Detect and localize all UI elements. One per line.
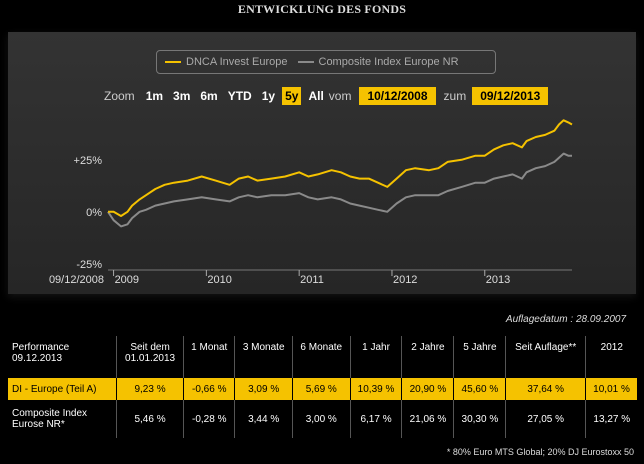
zoom-button-3m[interactable]: 3m (173, 89, 191, 103)
table-header-cell: 2012 (600, 342, 623, 353)
table-header-cell: 2 Jahre (401, 336, 455, 378)
table-cell: 6,17 % (350, 400, 403, 438)
from-date-input[interactable]: 10/12/2008 (359, 87, 436, 105)
zoom-button-6m[interactable]: 6m (200, 89, 218, 103)
table-cell: 13,27 % (593, 413, 631, 425)
table-cell: 21,06 % (401, 400, 455, 438)
x-tick-label: 2009 (115, 274, 139, 286)
footnote: * 80% Euro MTS Global; 20% DJ Eurostoxx … (446, 447, 634, 457)
table-header-cell: 3 Monate (234, 336, 293, 378)
performance-table: Performance 09.12.2013 Seit dem 01.01.20… (8, 336, 638, 438)
x-tick-label: 2012 (393, 274, 417, 286)
table-cell: -0,66 % (183, 378, 236, 400)
range-selector: Zoom 1m 3m 6m YTD 1y 5y All vom 10/12/20… (104, 85, 556, 107)
table-cell: 3,44 % (234, 400, 293, 438)
page-title: ENTWICKLUNG DES FONDS (237, 2, 407, 16)
to-date-label: zum (443, 89, 467, 103)
zoom-button-all[interactable]: All (308, 89, 324, 103)
y-tick-label: 0% (86, 207, 102, 219)
series-line-fund (108, 119, 573, 217)
x-tick-label: 2010 (207, 274, 231, 286)
table-cell: 30,30 % (453, 400, 507, 438)
table-cell: 3,09 % (234, 378, 293, 400)
table-cell: 9,23 % (116, 378, 185, 400)
zoom-button-5y[interactable]: 5y (282, 87, 302, 105)
launch-date-note: Auflagedatum : 28.09.2007 (505, 314, 626, 325)
table-header-cell: Seit dem 01.01.2013 (116, 336, 185, 378)
table-header-row: Performance 09.12.2013 Seit dem 01.01.20… (8, 336, 638, 378)
table-cell: 10,39 % (350, 378, 403, 400)
legend-item-fund[interactable]: DNCA Invest Europe (165, 56, 288, 68)
table-cell: 5,46 % (116, 400, 185, 438)
table-header-cell: 1 Monat (183, 336, 236, 378)
table-cell: 27,05 % (505, 400, 587, 438)
chart-panel (8, 32, 636, 294)
table-cell: 20,90 % (401, 378, 455, 400)
zoom-button-ytd[interactable]: YTD (227, 89, 252, 103)
table-header-cell: Seit Auflage** (505, 336, 587, 378)
x-tick-label: 2013 (486, 274, 510, 286)
table-header-label: Performance 09.12.2013 (8, 336, 117, 378)
to-date-input[interactable]: 09/12/2013 (472, 87, 549, 105)
table-cell: 37,64 % (505, 378, 587, 400)
table-cell: -0,28 % (183, 400, 236, 438)
table-cell: 3,00 % (292, 400, 351, 438)
table-row-index: Composite Index Eurose NR* 5,46 % -0,28 … (8, 400, 638, 438)
legend-swatch-index (297, 61, 314, 63)
y-tick-label: +25% (74, 155, 103, 167)
legend-swatch-fund (165, 61, 181, 63)
chart-legend: DNCA Invest Europe Composite Index Europ… (156, 50, 496, 74)
x-tick-label: 2011 (300, 274, 324, 286)
series-line-index (107, 152, 572, 228)
y-tick-label: -25% (76, 259, 102, 271)
legend-label-fund: DNCA Invest Europe (186, 56, 288, 68)
table-cell: 5,69 % (292, 378, 351, 400)
legend-item-index[interactable]: Composite Index Europe NR (297, 56, 459, 68)
zoom-button-1m[interactable]: 1m (145, 89, 164, 103)
table-cell: 45,60 % (453, 378, 507, 400)
table-header-cell: 6 Monate (292, 336, 351, 378)
table-row-label: Composite Index Eurose NR* (8, 400, 117, 438)
x-start-date-label: 09/12/2008 (49, 274, 104, 286)
table-row-label: DI - Europe (Teil A) (8, 378, 117, 400)
from-date-label: vom (328, 89, 352, 103)
legend-label-index: Composite Index Europe NR (318, 56, 459, 68)
table-header-cell: 5 Jahre (453, 336, 507, 378)
zoom-button-1y[interactable]: 1y (261, 89, 276, 103)
zoom-label: Zoom (104, 89, 135, 103)
table-cell: 10,01 % (585, 378, 638, 400)
line-chart: -25% 0% +25% 2009 2010 2011 2012 2013 09/12/2008 (49, 119, 573, 286)
table-header-cell: 1 Jahr (350, 336, 403, 378)
table-row-fund: DI - Europe (Teil A) 9,23 % -0,66 % 3,09… (8, 378, 638, 400)
